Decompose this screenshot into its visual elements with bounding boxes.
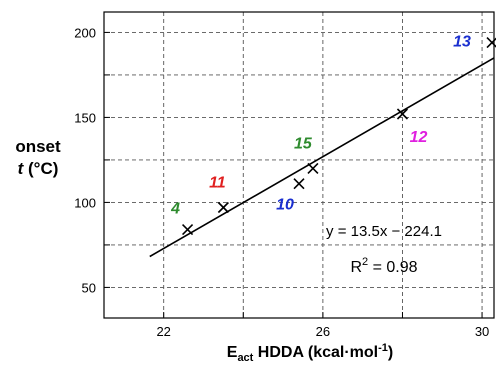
x-tick-label: 26 [316, 324, 330, 339]
x-axis-label-after: HDDA (kcal·mol [253, 344, 379, 361]
marker-stroke [293, 178, 305, 190]
y-tick-label: 200 [74, 25, 96, 40]
marker-stroke [307, 162, 319, 174]
x-axis-ticks: 22 26 30 [156, 312, 489, 339]
point-label: 11 [209, 175, 226, 192]
data-point-x-marker [396, 108, 409, 120]
data-point-x-marker [182, 224, 194, 236]
point-label: 12 [410, 129, 428, 146]
x-axis-label-sub: act [237, 352, 254, 364]
y-axis-label-line2: t (°C) [6, 158, 70, 180]
x-axis-label-sup: -1 [378, 342, 388, 354]
marker-stroke [486, 37, 496, 49]
y-tick-label: 100 [74, 195, 96, 210]
point-label: 13 [453, 34, 471, 51]
point-label: 15 [294, 135, 313, 152]
x-axis-label: Eact HDDA (kcal·mol-1) [170, 342, 450, 364]
marker-stroke [396, 108, 409, 120]
r-squared: R2 = 0.98 [350, 256, 417, 276]
fit-equation: y = 13.5x − 224.1 [326, 223, 442, 240]
data-point-x-marker [217, 201, 229, 214]
marker-stroke [182, 224, 194, 236]
x-tick-label: 22 [156, 324, 170, 339]
y-axis-label-units: (°C) [23, 159, 59, 178]
y-tick-label: 50 [82, 280, 96, 295]
r2-sup: 2 [362, 256, 368, 268]
data-points [182, 37, 496, 236]
x-tick-label: 30 [475, 324, 489, 339]
fit-line [149, 57, 495, 258]
y-tick-label: 150 [74, 110, 96, 125]
r2-main: R [350, 259, 362, 276]
x-axis-label-close: ) [387, 344, 394, 361]
y-axis-label: onset t (°C) [6, 136, 70, 180]
point-label: 10 [276, 197, 294, 214]
r2-rest: = 0.98 [368, 259, 417, 276]
data-point-x-marker [486, 37, 496, 49]
y-axis-label-variable: t [17, 159, 24, 178]
point-labels: 4 11 10 15 12 13 [170, 34, 471, 218]
x-axis-label-main: E [226, 344, 238, 361]
data-point-x-marker [307, 162, 319, 174]
data-point-x-marker [293, 178, 305, 190]
point-label: 4 [170, 201, 180, 218]
y-axis-label-line1: onset [15, 137, 61, 156]
y-axis-ticks: 50 100 150 200 [74, 25, 110, 295]
plot-frame [103, 11, 495, 319]
grid-lines [104, 12, 494, 318]
marker-stroke [217, 201, 229, 214]
